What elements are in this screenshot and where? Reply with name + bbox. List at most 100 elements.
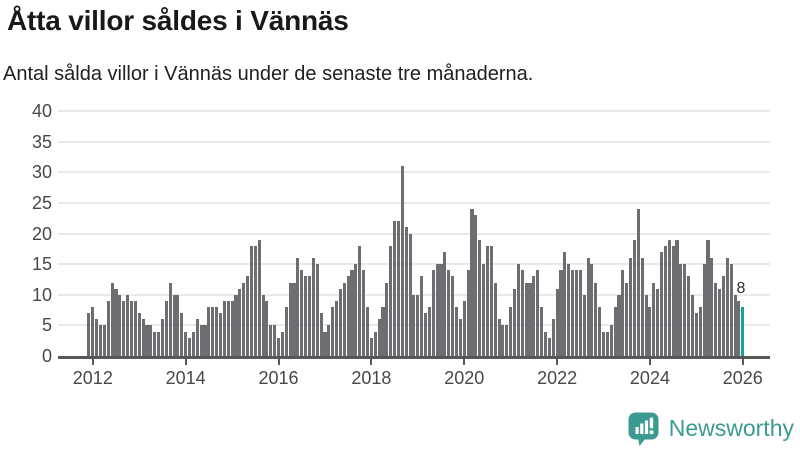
- bar: [675, 239, 679, 356]
- x-axis-tick-label: 2018: [351, 368, 392, 388]
- bar: [114, 288, 118, 356]
- bar: [582, 294, 586, 356]
- gridline: [58, 110, 770, 112]
- bar: [540, 307, 544, 356]
- bar: [385, 282, 389, 356]
- bar: [311, 258, 315, 356]
- bar: [501, 325, 505, 356]
- bar: [625, 282, 629, 356]
- bar: [199, 325, 203, 356]
- bar: [87, 313, 91, 356]
- bar: [605, 331, 609, 356]
- bar: [203, 325, 207, 356]
- bar: [547, 337, 551, 356]
- bar: [145, 325, 149, 356]
- bar: [478, 239, 482, 356]
- bar: [133, 300, 137, 356]
- bar: [354, 264, 358, 356]
- bar: [520, 270, 524, 356]
- bar: [516, 264, 520, 356]
- bar: [280, 331, 284, 356]
- x-axis-tickmark: [184, 359, 187, 365]
- bar: [454, 307, 459, 356]
- bar: [644, 294, 648, 356]
- bar: [126, 294, 130, 356]
- bar: [567, 264, 571, 356]
- bar: [327, 325, 331, 356]
- x-axis-tick-label: 2024: [629, 368, 670, 388]
- bar: [307, 276, 312, 356]
- bar: [234, 294, 238, 356]
- bar: [509, 307, 513, 356]
- bar: [462, 300, 466, 356]
- gridline: [58, 171, 770, 174]
- gridline: [58, 140, 770, 143]
- bar: [393, 221, 397, 356]
- y-axis-tick-label: 15: [31, 254, 52, 275]
- page-title: Åtta villor såldes i Vännäs: [7, 5, 349, 36]
- bar: [284, 307, 288, 356]
- bar: [369, 337, 373, 356]
- bar: [381, 307, 385, 356]
- bar: [586, 258, 590, 356]
- bar: [195, 319, 199, 356]
- bar: [609, 325, 613, 356]
- x-axis-tickmark: [556, 359, 559, 365]
- bar: [350, 270, 354, 356]
- bar: [292, 282, 296, 356]
- bar: [168, 282, 172, 356]
- bar: [106, 300, 110, 356]
- bar: [141, 319, 145, 356]
- bar: [304, 276, 308, 356]
- newsworthy-bubble-icon: [628, 412, 659, 446]
- bar: [389, 245, 393, 356]
- bar: [246, 276, 250, 356]
- bar: [636, 209, 640, 356]
- bar: [362, 270, 366, 356]
- x-axis-tickmark: [741, 359, 744, 365]
- bar: [215, 307, 219, 356]
- bar: [412, 294, 416, 356]
- newsworthy-logo[interactable]: Newsworthy: [625, 410, 794, 447]
- bar: [489, 245, 493, 356]
- bar: [122, 300, 126, 356]
- bar: [218, 313, 223, 356]
- bar: [702, 264, 706, 356]
- bar: [648, 307, 652, 356]
- bar: [431, 270, 435, 356]
- bar: [474, 215, 478, 356]
- bar: [273, 325, 277, 356]
- bar: [249, 245, 253, 356]
- bar: [660, 251, 664, 356]
- x-axis-tick-label: 2016: [258, 368, 299, 388]
- bar: [640, 258, 644, 356]
- bar: [211, 307, 215, 356]
- x-axis-tick-label: 2026: [722, 368, 763, 388]
- y-axis-tick-label: 25: [31, 192, 52, 213]
- bar: [323, 331, 327, 356]
- bar: [226, 300, 230, 356]
- bar: [737, 300, 741, 356]
- bar: [191, 331, 195, 356]
- x-axis-tickmark: [463, 359, 466, 365]
- bar: [164, 300, 168, 356]
- bar: [377, 319, 381, 356]
- bar: [95, 319, 99, 356]
- bar: [296, 258, 300, 356]
- bar: [276, 337, 281, 356]
- bar: [470, 209, 474, 356]
- bar: [265, 300, 269, 356]
- bar: [242, 282, 246, 356]
- bar: [733, 294, 737, 356]
- x-axis-tickmark: [370, 359, 373, 365]
- bar: [590, 264, 594, 356]
- bar: [482, 264, 486, 356]
- bar: [671, 245, 675, 356]
- bar: [543, 331, 548, 356]
- bar: [497, 319, 501, 356]
- bar: [663, 245, 667, 356]
- bar: [149, 325, 153, 356]
- bar: [485, 245, 489, 356]
- bar: [439, 264, 443, 356]
- bar: [129, 300, 134, 356]
